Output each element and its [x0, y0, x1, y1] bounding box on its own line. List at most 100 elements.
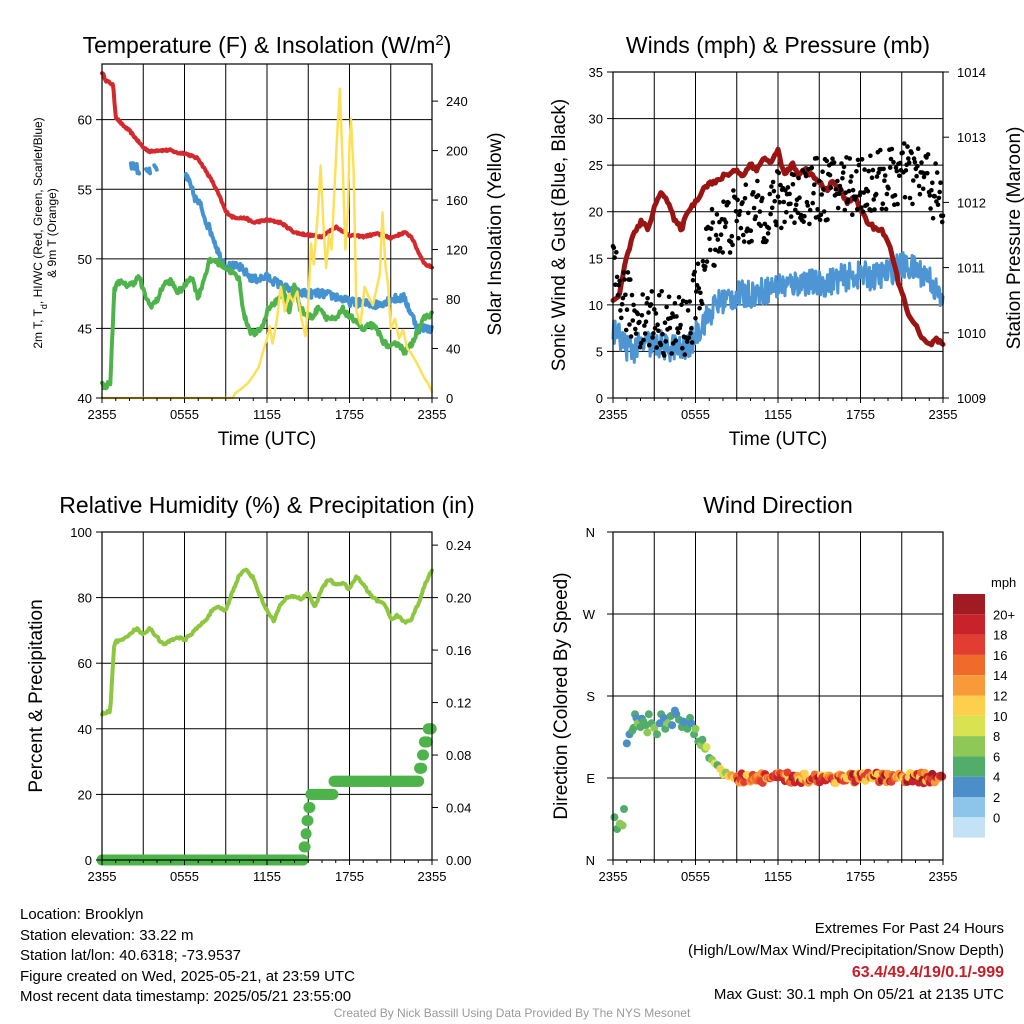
gust-point — [623, 292, 628, 298]
gust-point — [836, 191, 842, 196]
temperature-gridlines — [102, 64, 432, 398]
direction-point — [938, 772, 947, 781]
gust-point — [772, 198, 777, 204]
gust-point — [850, 212, 855, 217]
legend-label: 20+ — [993, 607, 1015, 622]
gust-point — [837, 183, 843, 189]
gust-point — [623, 327, 629, 333]
gust-point — [674, 314, 679, 319]
legend-swatch — [953, 594, 985, 615]
gust-point — [646, 310, 651, 315]
gust-point — [656, 328, 661, 334]
gust-point — [642, 323, 647, 328]
gust-point — [921, 174, 927, 180]
gust-point — [897, 160, 903, 166]
winds-panel: 0 5 10 15 20 25 30 35 1009 1010 1011 1012 1013 1014 23… — [589, 32, 986, 450]
gust-point — [874, 174, 880, 179]
y-right-tick-label: 0 — [446, 391, 453, 406]
precip-point — [425, 723, 437, 735]
series-line-dew_c — [152, 163, 159, 172]
gust-point — [866, 168, 871, 174]
x-tick-label: 1755 — [846, 407, 875, 422]
gust-point — [927, 193, 933, 198]
y-right-tick-label: 1014 — [957, 65, 986, 80]
y-tick-label: W — [583, 607, 596, 622]
gust-point — [766, 226, 772, 231]
y-tick-label: 0 — [85, 853, 92, 868]
y-tick-label: S — [586, 689, 595, 704]
series-line-dew_b — [144, 166, 153, 176]
legend-label: 12 — [993, 689, 1007, 704]
gust-point — [879, 206, 885, 212]
y-right-tick-label: 120 — [446, 243, 468, 258]
gust-point — [775, 194, 781, 199]
gust-point — [638, 341, 644, 346]
gust-point — [659, 289, 664, 294]
y-right-tick-label: 1013 — [957, 130, 986, 145]
gust-point — [861, 190, 867, 195]
gust-point — [788, 214, 794, 219]
gust-point — [692, 269, 697, 275]
legend-label: 8 — [993, 729, 1000, 744]
direction-point — [643, 728, 652, 737]
series-line-wc — [100, 256, 434, 391]
legend-label: 16 — [993, 648, 1007, 663]
gust-point — [740, 200, 745, 205]
gust-point — [658, 342, 664, 348]
gust-point — [689, 340, 695, 345]
gust-point — [644, 301, 650, 306]
gust-point — [835, 178, 840, 184]
gust-point — [664, 304, 669, 310]
gust-point — [726, 200, 731, 206]
gust-point — [676, 295, 682, 300]
gust-point — [737, 208, 743, 214]
gust-point — [817, 217, 823, 223]
gust-point — [682, 352, 688, 357]
gust-point — [707, 236, 712, 242]
direction-point — [618, 821, 627, 830]
gust-point — [736, 235, 741, 241]
gust-point — [697, 306, 702, 311]
gust-point — [848, 179, 853, 184]
gust-point — [865, 188, 871, 194]
gust-point — [936, 195, 942, 201]
y-right-tick-label: 0.16 — [446, 643, 471, 658]
gust-point — [915, 146, 921, 151]
direction-point — [668, 721, 677, 730]
direction-point — [702, 743, 711, 751]
temperature-axis-labels: 2m T, Td, HI/WC (Red, Green, Scarlet/Blu… — [31, 117, 506, 348]
gust-point — [633, 326, 638, 332]
gust-point — [849, 174, 854, 179]
direction-point — [683, 724, 692, 733]
gust-point — [746, 210, 751, 216]
gust-point — [720, 250, 725, 255]
gust-point — [615, 292, 621, 298]
y-tick-label: 20 — [78, 787, 92, 802]
gust-point — [883, 206, 889, 212]
series-line-wind — [611, 251, 945, 364]
gust-point — [878, 147, 883, 153]
gust-point — [859, 205, 864, 210]
direction-point — [687, 719, 696, 728]
gust-point — [700, 258, 706, 264]
x-tick-label: 1155 — [764, 869, 792, 884]
legend-label: 6 — [993, 749, 1000, 764]
gust-point — [888, 156, 894, 162]
gust-point — [825, 217, 830, 222]
y-tick-label: 35 — [589, 65, 603, 80]
legend-swatch — [953, 756, 985, 777]
y-axis-label: 2m T, Td, HI/WC (Red, Green, Scarlet/Blu… — [31, 117, 49, 348]
gust-point — [727, 250, 733, 255]
gust-point — [699, 301, 705, 307]
x-tick-label: 0555 — [170, 869, 199, 884]
gust-point — [616, 282, 622, 288]
gust-point — [647, 342, 652, 348]
gust-point — [734, 218, 739, 224]
y-right-tick-label: 1011 — [957, 261, 985, 276]
y-right-axis-label: Solar Insolation (Yellow) — [485, 132, 506, 335]
gust-point — [909, 150, 914, 156]
y-tick-label: E — [586, 771, 595, 786]
gust-point — [641, 337, 646, 343]
gust-point — [900, 150, 905, 155]
gust-point — [828, 185, 834, 190]
